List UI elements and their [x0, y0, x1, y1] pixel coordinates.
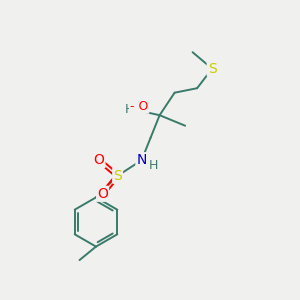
- Text: H: H: [124, 103, 134, 116]
- Text: H: H: [148, 159, 158, 172]
- Text: O: O: [94, 153, 104, 167]
- Text: S: S: [208, 62, 217, 76]
- Text: S: S: [113, 169, 122, 183]
- Text: - O: - O: [130, 100, 148, 113]
- Text: O: O: [97, 187, 108, 201]
- Text: N: N: [136, 153, 147, 167]
